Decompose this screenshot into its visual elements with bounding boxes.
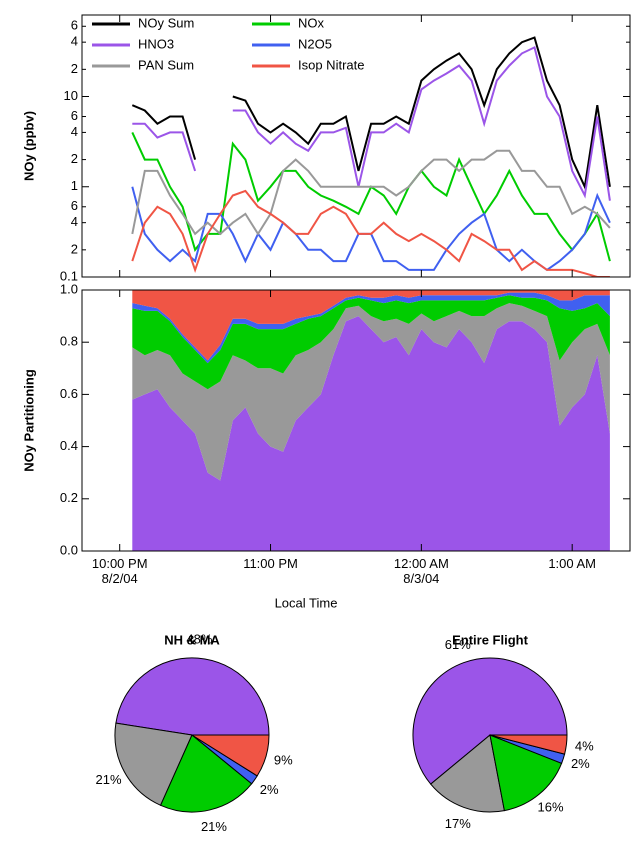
legend-label: NOx (298, 15, 325, 30)
y-tick-label: 1 (71, 178, 78, 193)
pie-value-label: 16% (538, 800, 564, 815)
y-tick-label: 4 (71, 124, 78, 139)
pie-slice (159, 734, 253, 813)
y-tick-label: 2 (71, 151, 78, 166)
pie-value-label: 4% (575, 738, 594, 753)
y-axis-label: NOy (ppbv) (21, 111, 36, 181)
y-tick-label: 0.0 (60, 542, 78, 557)
x-tick-label: 11:00 PM (243, 556, 298, 571)
x-axis-label: Local Time (275, 595, 338, 610)
legend-label: NOy Sum (138, 15, 194, 30)
pie-title: Entire Flight (452, 632, 529, 647)
legend-label: HNO3 (138, 36, 174, 51)
pie-value-label: 2% (571, 756, 590, 771)
y-tick-label: 2 (71, 241, 78, 256)
legend-label: Isop Nitrate (298, 57, 364, 72)
series-line (131, 186, 611, 272)
pie-value-label: 21% (96, 772, 122, 787)
pie-slice (489, 734, 568, 755)
stacked-area (132, 303, 610, 481)
series-line (131, 189, 610, 277)
pie-value-label: 48% (186, 632, 212, 647)
pie-value-label: 2% (260, 782, 279, 797)
series-line (131, 36, 611, 191)
y-tick-label: 6 (71, 18, 78, 33)
series-line (131, 149, 611, 236)
pie-slice (190, 734, 270, 777)
x-tick-label: 12:00 AM 8/3/04 (393, 556, 449, 586)
plot-area (131, 36, 611, 277)
plot-frame (81, 289, 631, 552)
y-tick-label: 6 (71, 108, 78, 123)
stacked-area (132, 290, 610, 361)
y-tick-label: 0.1 (60, 268, 78, 283)
pie-value-label: 17% (445, 816, 471, 831)
pie-value-label: 21% (201, 819, 227, 834)
pie-value-label: 9% (274, 753, 293, 768)
pie-slice (115, 657, 270, 736)
legend-label: PAN Sum (138, 57, 194, 72)
y-tick-label: 6 (71, 198, 78, 213)
y-axis-label: NOy Partitioning (21, 369, 36, 472)
legend-label: N2O5 (298, 36, 332, 51)
y-tick-label: 2 (71, 61, 78, 76)
y-tick-label: 0.4 (60, 438, 78, 453)
pie-slice (114, 722, 193, 806)
stacked-area (132, 316, 610, 551)
y-tick-label: 0.6 (60, 386, 78, 401)
pie-slice (429, 734, 505, 813)
y-tick-label: 0.2 (60, 490, 78, 505)
y-tick-label: 10 (64, 88, 78, 103)
x-tick-label: 10:00 PM 8/2/04 (91, 556, 148, 586)
y-tick-label: 4 (71, 34, 78, 49)
pie-value-label: 61% (445, 637, 471, 652)
y-tick-label: 1.0 (60, 281, 78, 296)
x-tick-label: 1:00 AM (548, 556, 597, 571)
y-tick-label: 0.8 (60, 334, 78, 349)
plot-frame (81, 14, 631, 278)
pie-slice (412, 657, 568, 785)
stacked-area (132, 295, 610, 390)
y-tick-label: 4 (71, 214, 78, 229)
pie-title: NH & MA (164, 632, 220, 647)
series-line (132, 45, 611, 201)
pie-slice (489, 734, 563, 812)
